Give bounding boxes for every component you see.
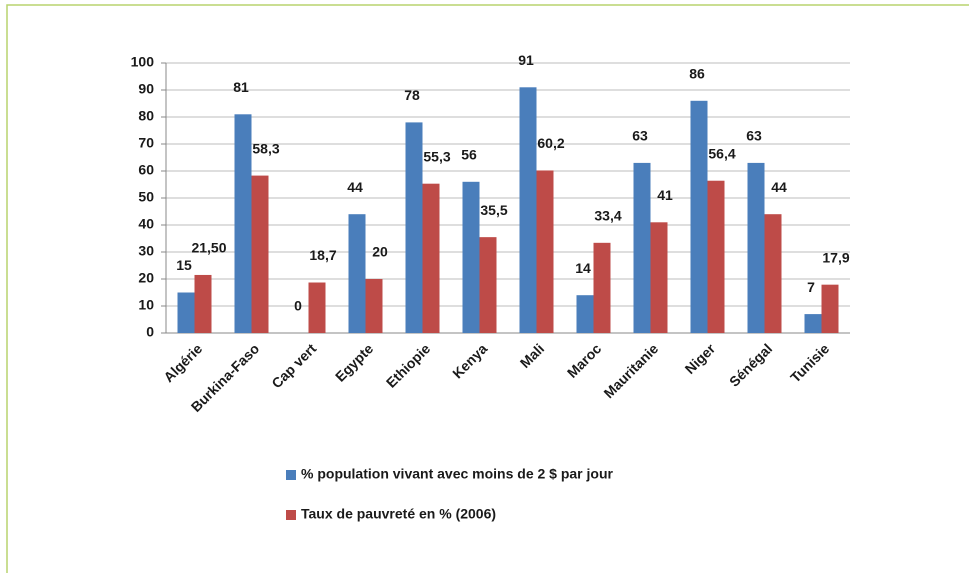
y-tick-label: 0 (146, 324, 154, 340)
bar (821, 284, 839, 333)
data-label: 86 (689, 66, 705, 82)
legend-swatch (286, 510, 296, 520)
data-label: 33,4 (594, 208, 621, 224)
x-tick-label: Mauritanie (600, 340, 661, 401)
data-label: 44 (347, 179, 363, 195)
bar (462, 181, 480, 333)
bar (194, 274, 212, 333)
data-label: 41 (657, 187, 673, 203)
bar (633, 162, 651, 333)
x-tick-label: Algérie (160, 340, 205, 385)
data-label: 15 (176, 257, 192, 273)
bar (650, 222, 668, 333)
bar (251, 175, 269, 333)
bar (348, 214, 366, 333)
data-label: 17,9 (822, 249, 849, 265)
bar (405, 122, 423, 334)
x-tick-label: Cap vert (268, 340, 319, 391)
data-label: 44 (771, 179, 787, 195)
data-label: 55,3 (423, 148, 450, 164)
y-tick-label: 40 (138, 216, 154, 232)
bar (479, 237, 497, 333)
x-tick-label: Egypte (332, 340, 376, 384)
bar (576, 295, 594, 333)
legend-swatch (286, 470, 296, 480)
y-tick-label: 20 (138, 270, 154, 286)
x-tick-label: Tunisie (787, 340, 832, 385)
data-label: 18,7 (309, 247, 336, 263)
x-tick-label: Mali (517, 340, 548, 371)
x-tick-label: Sénégal (726, 340, 775, 389)
data-label: 0 (294, 298, 302, 314)
y-tick-label: 60 (138, 162, 154, 178)
bar (707, 180, 725, 333)
data-label: 14 (575, 260, 591, 276)
y-tick-label: 80 (138, 108, 154, 124)
bar (593, 242, 611, 333)
bar (536, 170, 554, 333)
y-tick-label: 100 (131, 54, 155, 70)
data-label: 56 (461, 147, 477, 163)
bar (764, 214, 782, 333)
bar (690, 100, 708, 333)
data-label: 58,3 (252, 140, 279, 156)
bar (234, 114, 252, 333)
data-label: 63 (632, 128, 648, 144)
bar (804, 314, 822, 333)
bar (519, 87, 537, 333)
legend-label: Taux de pauvreté en % (2006) (301, 506, 496, 522)
y-tick-label: 50 (138, 189, 154, 205)
data-label: 7 (807, 279, 815, 295)
frame (6, 4, 969, 573)
y-tick-label: 30 (138, 243, 154, 259)
data-label: 78 (404, 87, 420, 103)
x-tick-label: Niger (682, 340, 719, 377)
data-label: 81 (233, 79, 249, 95)
bar (422, 183, 440, 333)
data-label: 21,50 (191, 240, 226, 256)
x-tick-label: Kenya (449, 340, 490, 381)
y-tick-label: 70 (138, 135, 154, 151)
data-label: 56,4 (708, 145, 735, 161)
bar (365, 279, 383, 333)
x-tick-label: Maroc (564, 340, 605, 381)
data-label: 63 (746, 128, 762, 144)
bar (177, 292, 195, 333)
y-tick-label: 90 (138, 81, 154, 97)
data-label: 20 (372, 244, 388, 260)
x-tick-label: Ethiopie (383, 340, 434, 391)
data-label: 60,2 (537, 135, 564, 151)
data-label: 91 (518, 52, 534, 68)
data-label: 35,5 (480, 202, 507, 218)
legend-label: % population vivant avec moins de 2 $ pa… (301, 466, 614, 482)
y-tick-label: 10 (138, 297, 154, 313)
bar (308, 282, 326, 333)
bar (747, 162, 765, 333)
